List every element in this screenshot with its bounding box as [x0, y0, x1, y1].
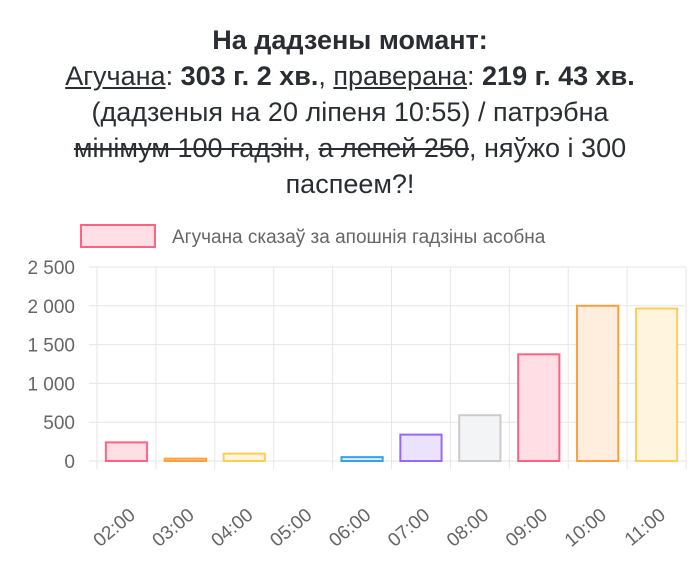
x-tick-label: 10:00 [561, 505, 611, 552]
chart-legend[interactable]: Агучана сказаў за апошнія гадзіны асобна [80, 224, 546, 248]
bar-chart: Агучана сказаў за апошнія гадзіны асобна… [27, 224, 687, 552]
x-tick-label: 05:00 [266, 505, 316, 552]
legend-label: Агучана сказаў за апошнія гадзіны асобна [172, 227, 546, 248]
bar-0200[interactable] [104, 441, 149, 463]
x-tick-label: 04:00 [208, 505, 258, 552]
y-tick-label: 1 500 [27, 336, 75, 357]
bars [104, 304, 679, 463]
bar-0900[interactable] [517, 353, 561, 462]
x-tick-label: 09:00 [502, 505, 552, 552]
y-axis-ticks: 0 500 1 000 1 500 2 000 2 500 [27, 258, 75, 473]
goal-rest: , няўжо і 300 [468, 133, 627, 163]
goal-minimum: мінімум 100 гадзін [73, 133, 304, 163]
voiced-separator: : [165, 61, 181, 91]
x-tick-label: 07:00 [384, 505, 434, 552]
bar-0600[interactable] [340, 456, 384, 462]
x-axis-ticks: 02:00 03:00 04:00 05:00 06:00 07:00 08:00 09:00… [90, 505, 670, 552]
x-tick-label: 06:00 [325, 505, 375, 552]
bar-0800[interactable] [458, 414, 502, 463]
x-tick-label: 03:00 [149, 505, 199, 552]
x-tick-label: 02:00 [90, 505, 140, 552]
grid-lines [89, 266, 687, 469]
voiced-value: 303 г. 2 хв. [180, 61, 319, 91]
header-date-note: (дадзеныя на 20 ліпеня 10:55) / патрэбна [91, 97, 609, 127]
header-closing: паспеем?! [285, 169, 415, 199]
bar-0300[interactable] [163, 457, 207, 462]
header-title: На дадзены момант: [212, 25, 488, 55]
bar-0700[interactable] [399, 433, 443, 462]
checked-separator: : [467, 61, 483, 91]
goal-comma: , [303, 133, 319, 163]
y-tick-label: 1 000 [27, 374, 75, 395]
checked-label: праверана [333, 61, 468, 91]
checked-value: 219 г. 43 хв. [482, 61, 635, 91]
goal-better: а лепей 250 [318, 133, 469, 163]
legend-swatch [80, 224, 156, 248]
y-tick-label: 500 [43, 413, 75, 434]
x-tick-label: 11:00 [621, 505, 670, 551]
voiced-label: Агучана [65, 61, 166, 91]
y-tick-label: 2 000 [27, 297, 75, 318]
chart-header: На дадзены момант: Агучана: 303 г. 2 хв.… [0, 22, 700, 202]
y-tick-label: 2 500 [27, 258, 75, 279]
bar-1000[interactable] [576, 304, 620, 462]
bar-0400[interactable] [222, 452, 266, 463]
header-goals: мінімум 100 гадзін, а лепей 250, няўжо і… [0, 130, 700, 166]
y-tick-label: 0 [64, 452, 75, 473]
bar-1100[interactable] [634, 307, 679, 462]
header-totals: Агучана: 303 г. 2 хв., праверана: 219 г.… [0, 58, 700, 94]
x-tick-label: 08:00 [443, 505, 493, 552]
totals-comma: , [318, 61, 334, 91]
